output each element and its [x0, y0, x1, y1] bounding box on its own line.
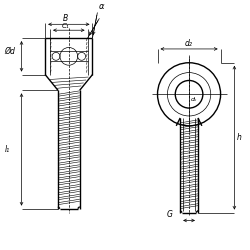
- Text: α: α: [98, 2, 104, 11]
- Text: d₂: d₂: [185, 39, 193, 48]
- Text: G: G: [166, 210, 172, 220]
- Text: Ød: Ød: [5, 46, 16, 55]
- Text: C₁: C₁: [62, 23, 70, 29]
- Text: h: h: [236, 133, 241, 142]
- Text: l₁: l₁: [5, 145, 10, 154]
- Text: dₖ: dₖ: [191, 97, 198, 102]
- Text: B: B: [63, 14, 68, 23]
